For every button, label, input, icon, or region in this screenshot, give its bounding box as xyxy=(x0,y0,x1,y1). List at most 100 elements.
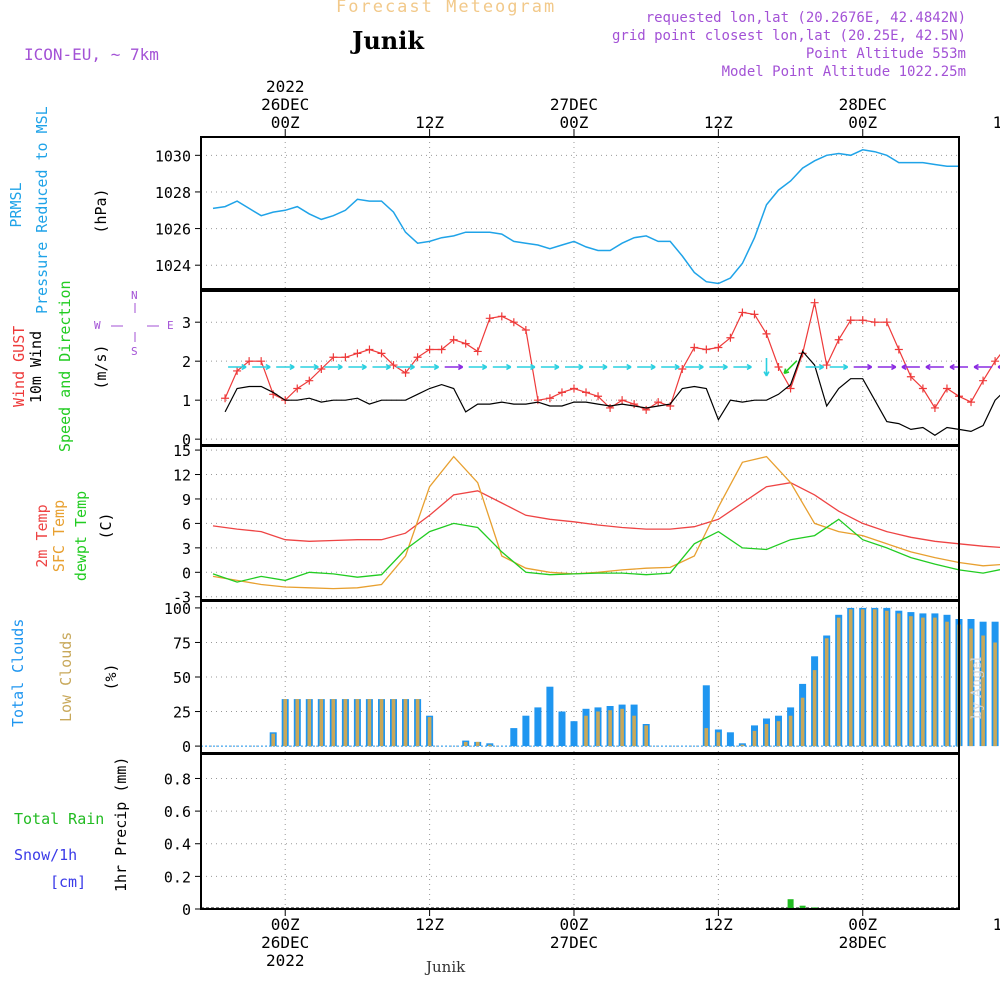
low-cloud-bar xyxy=(716,732,721,747)
ytick-label-clouds: 25 xyxy=(173,704,191,722)
gust-marker xyxy=(991,357,1000,366)
total-cloud-bar xyxy=(486,743,494,747)
gust-marker xyxy=(894,345,903,354)
wind-direction-arrow xyxy=(661,363,680,371)
gust-marker xyxy=(918,384,927,393)
low-cloud-bar xyxy=(993,642,997,747)
gust-marker xyxy=(618,396,627,405)
gust-marker xyxy=(606,403,615,412)
total-cloud-bar xyxy=(726,732,734,747)
time-label-hour-bottom: 12Z xyxy=(704,915,733,934)
low-cloud-bar xyxy=(776,721,781,747)
compass-e: E xyxy=(167,319,174,332)
gust-marker xyxy=(846,316,855,325)
clouds-unit: (%) xyxy=(102,663,120,691)
wind-gust-label: Wind GUST xyxy=(10,325,28,407)
ytick-label-wind: 0 xyxy=(182,431,191,449)
low-cloud-bar xyxy=(632,715,636,747)
low-cloud-bar xyxy=(355,699,360,747)
panel-frame xyxy=(200,136,960,290)
time-label-hour-top: 00Z xyxy=(848,113,877,132)
time-label-hour-top: 00Z xyxy=(271,113,300,132)
wind-direction-arrow xyxy=(372,363,391,371)
wind-direction-arrow xyxy=(997,365,1000,369)
low-cloud-bar xyxy=(331,699,336,747)
low-cloud-bar xyxy=(981,635,985,746)
wind-direction-arrow xyxy=(805,363,824,371)
gust-marker xyxy=(473,347,482,356)
wind-direction-arrow xyxy=(589,363,608,371)
gust-marker xyxy=(437,345,446,354)
compass-rose xyxy=(111,303,159,342)
low-cloud-bar xyxy=(319,699,324,747)
gust-marker xyxy=(233,366,242,375)
wind-direction-arrow xyxy=(276,363,295,371)
wind-direction-arrow xyxy=(565,363,584,371)
panel-frame xyxy=(200,753,960,910)
gust-marker xyxy=(245,357,254,366)
gust-marker xyxy=(305,376,314,385)
ytick-label-pressure: 1030 xyxy=(155,147,191,165)
wind-direction-arrow xyxy=(685,363,704,371)
gust-marker xyxy=(774,363,783,372)
pressure-label-desc: Pressure Reduced to MSL xyxy=(33,106,51,314)
ytick-label-temperature: -3 xyxy=(173,589,191,607)
gust-marker xyxy=(690,343,699,352)
gust-marker xyxy=(870,318,879,327)
gust-marker xyxy=(413,353,422,362)
temp-unit: (C) xyxy=(97,512,115,540)
time-label-hour-bottom: 12Z xyxy=(993,915,1000,934)
wind-direction-arrow xyxy=(468,363,488,371)
gust-marker xyxy=(822,361,831,370)
ytick-label-precipitation: 0.8 xyxy=(164,770,191,788)
low-cloud-bar xyxy=(897,613,901,747)
wind-direction-arrow xyxy=(300,363,319,371)
ytick-label-temperature: 12 xyxy=(173,467,191,485)
compass-s: S xyxy=(131,345,138,358)
low-cloud-bar xyxy=(271,733,275,747)
footer-location: Junik xyxy=(426,958,466,976)
precip-rain-label: Total Rain xyxy=(14,810,105,828)
gust-marker xyxy=(449,335,458,344)
wind-direction-arrow xyxy=(829,363,849,371)
chart-title: Forecast Meteogram xyxy=(336,0,557,17)
low-cloud-bar xyxy=(307,699,312,747)
gust-marker xyxy=(967,398,976,407)
ytick-label-clouds: 50 xyxy=(173,669,191,687)
low-cloud-bar xyxy=(391,699,396,747)
gust-marker xyxy=(293,384,302,393)
total-cloud-bar xyxy=(534,707,542,747)
wind-direction-arrow xyxy=(324,363,343,371)
low-cloud-bar xyxy=(848,609,853,747)
ytick-label-precipitation: 0 xyxy=(182,901,191,919)
wind-direction-arrow xyxy=(637,363,656,371)
wind-direction-arrow xyxy=(516,363,536,371)
compass-w: W xyxy=(94,319,101,332)
temp-2m-line xyxy=(212,482,1000,549)
low-cloud-bar xyxy=(283,699,287,747)
gust-marker xyxy=(341,353,350,362)
wind-direction-arrow xyxy=(901,363,920,371)
gust-marker xyxy=(521,325,530,334)
ytick-label-temperature: 3 xyxy=(182,540,191,558)
low-cloud-bar xyxy=(740,744,745,747)
gust-marker xyxy=(569,384,578,393)
gust-marker xyxy=(834,335,843,344)
time-label-hour-bottom: 00Z xyxy=(271,915,300,934)
gust-marker xyxy=(979,376,988,385)
low-cloud-bar xyxy=(824,638,829,747)
gust-marker xyxy=(930,403,939,412)
low-cloud-bar xyxy=(800,697,805,747)
time-label-hour-top: 12Z xyxy=(704,113,733,132)
gust-marker xyxy=(858,316,867,325)
low-cloud-bar xyxy=(764,724,769,747)
time-label-hour-top: 12Z xyxy=(415,113,444,132)
gust-marker xyxy=(485,314,494,323)
ytick-label-pressure: 1026 xyxy=(155,221,191,239)
gust-marker xyxy=(702,345,711,354)
total-cloud-bar xyxy=(570,721,578,747)
wind-direction-arrow xyxy=(925,363,944,371)
low-cloud-bar xyxy=(608,710,612,747)
low-cloud-bar xyxy=(463,741,468,746)
gust-marker xyxy=(714,343,723,352)
